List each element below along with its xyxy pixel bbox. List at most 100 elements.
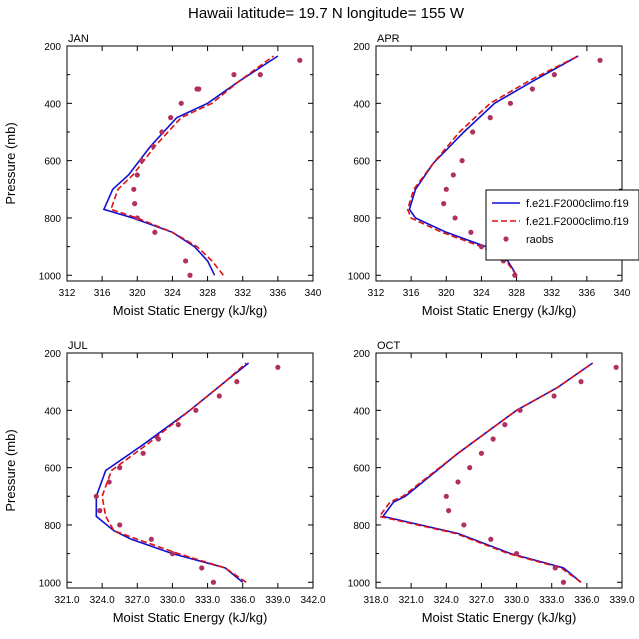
raobs-point [551,393,557,399]
raobs-point [507,100,514,106]
x-tick-label: 321.0 [54,595,79,606]
y-tick-label: 600 [353,464,370,475]
raobs-point [187,272,193,278]
raobs-point [178,100,184,106]
raobs-point [452,215,458,221]
x-tick-label: 324 [164,288,181,299]
x-tick-label: 336 [270,288,287,299]
x-tick-label: 316 [403,288,420,299]
raobs-point [134,215,140,221]
panel-title: JUL [68,340,88,352]
x-tick-label: 340 [614,288,631,299]
x-tick-label: 318.0 [363,595,388,606]
raobs-point [159,129,165,135]
y-tick-label: 400 [353,406,370,417]
y-tick-label: 800 [353,521,370,532]
y-tick-label: 200 [353,42,370,53]
x-axis-label: Moist Static Energy (kJ/kg) [422,303,577,318]
x-tick-label: 330.0 [504,595,529,606]
raobs-point [513,551,520,557]
y-tick-label: 1000 [39,271,62,282]
y-tick-label: 1000 [348,271,371,282]
raobs-point [551,72,557,78]
raobs-point [131,186,137,192]
raobs-point [199,565,205,571]
x-tick-label: 328 [508,288,525,299]
raobs-point [97,508,103,514]
raobs-point [512,272,518,278]
plot-frame [375,45,623,282]
y-tick-label: 600 [44,157,61,168]
x-tick-label: 328 [199,288,216,299]
y-tick-label: 800 [353,214,370,225]
raobs-point [455,479,461,485]
series-line-model2 [109,55,274,276]
y-tick-label: 600 [44,464,61,475]
x-tick-label: 332 [234,288,251,299]
x-tick-label: 336 [579,288,596,299]
raobs-point [578,379,584,385]
raobs-point [134,172,140,178]
x-tick-label: 333.0 [195,595,220,606]
legend-label: f.e21.F2000climo.f19 [526,216,629,228]
x-axis-label: Moist Static Energy (kJ/kg) [113,610,268,625]
raobs-point [168,115,174,121]
raobs-point [459,158,465,164]
x-tick-label: 342.0 [300,595,325,606]
raobs-point [234,379,240,385]
x-tick-label: 316 [94,288,111,299]
raobs-point [106,479,112,485]
x-tick-label: 327.0 [125,595,150,606]
raobs-point [613,364,619,370]
raobs-point [441,201,447,207]
y-axis-label: Pressure (mb) [3,122,18,204]
legend-label: f.e21.F2000climo.f19 [526,198,629,210]
series-line-model1 [95,362,250,583]
x-tick-label: 336.0 [230,595,255,606]
plot-area [93,362,281,585]
legend: f.e21.F2000climo.f19 f.e21.F2000climo.f19… [485,189,639,261]
raobs-point [231,72,237,78]
x-tick-label: 321.0 [399,595,424,606]
x-tick-label: 312 [368,288,385,299]
raobs-point [139,158,145,164]
y-tick-label: 1000 [39,578,62,589]
raobs-point [150,143,156,149]
raobs-point [560,579,567,585]
raobs-point [502,422,508,428]
x-tick-label: 333.0 [539,595,564,606]
y-axis-label: Pressure (mb) [3,429,18,511]
y-tick-label: 200 [44,349,61,360]
raobs-point [210,579,217,585]
plot-frame [375,352,623,589]
panels: JAN 312 316 320 324 328 332 336 340 200 400 600 800 1… [3,33,639,625]
x-tick-label: 330.0 [160,595,185,606]
y-tick-label: 600 [353,157,370,168]
raobs-point [155,436,161,442]
raobs-point [196,86,202,92]
y-tick-label: 200 [44,42,61,53]
raobs-point [183,258,189,264]
x-tick-label: 332 [543,288,560,299]
y-tick-label: 400 [353,99,370,110]
y-tick-label: 800 [44,521,61,532]
raobs-point [461,522,467,528]
x-tick-label: 336.0 [574,595,599,606]
raobs-point [193,407,199,413]
raobs-point [257,72,263,78]
raobs-point [297,57,303,63]
raobs-point [517,407,523,413]
raobs-point [443,186,449,192]
raobs-point [152,229,158,235]
legend-marker-raobs [503,236,509,242]
y-tick-label: 1000 [348,578,371,589]
x-tick-label: 312 [59,288,76,299]
x-axis-label: Moist Static Energy (kJ/kg) [113,303,268,318]
y-tick-label: 800 [44,214,61,225]
plot-area [102,55,303,278]
x-tick-label: 324 [473,288,490,299]
plot-area [378,362,619,585]
panel-jan: JAN 312 316 320 324 328 332 336 340 200 400 600 800 1… [3,33,322,318]
panel-title: APR [377,33,400,45]
